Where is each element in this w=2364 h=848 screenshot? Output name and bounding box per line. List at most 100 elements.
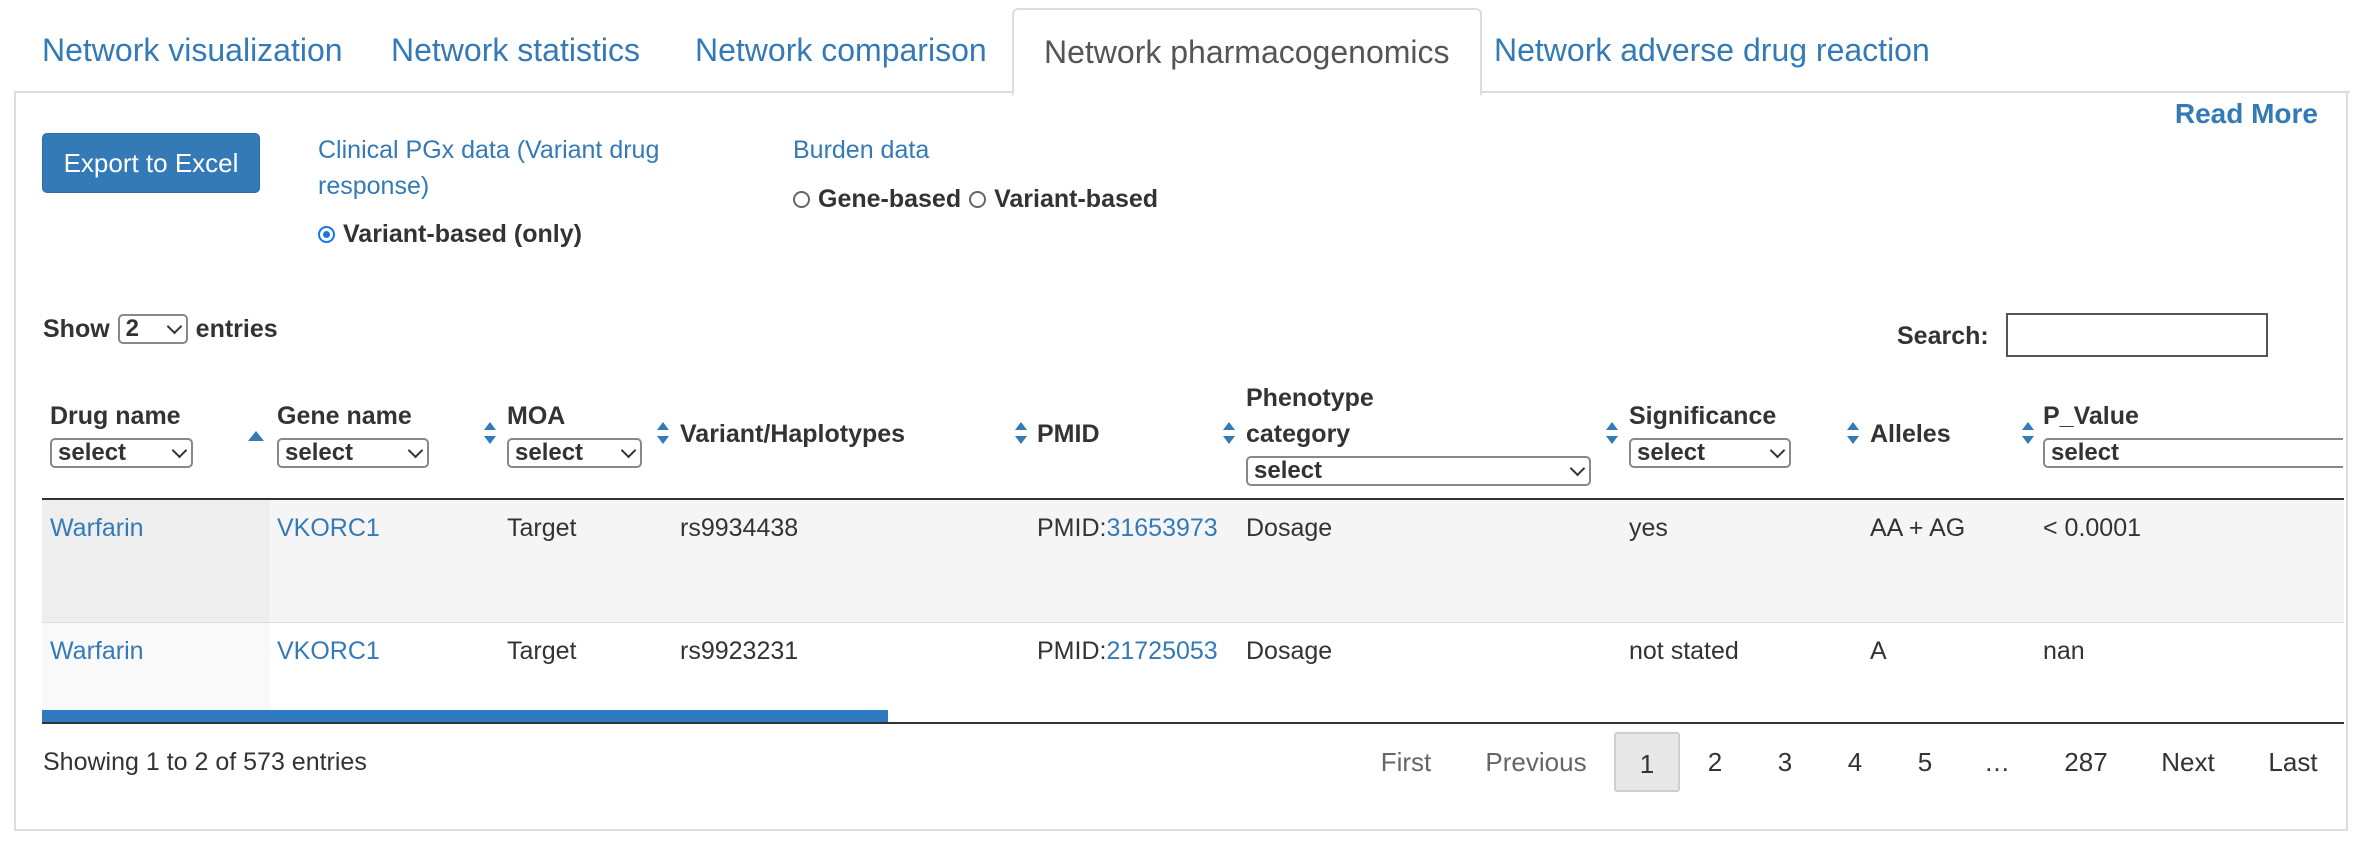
col-phenotype-title-line2: category xyxy=(1246,420,1351,448)
pagination-page-3[interactable]: 3 xyxy=(1777,747,1793,777)
col-moa[interactable]: MOA select xyxy=(507,398,642,470)
drug-link[interactable]: Warfarin xyxy=(50,637,144,665)
variant-based-radio[interactable] xyxy=(969,191,987,208)
gene-link[interactable]: VKORC1 xyxy=(277,637,380,665)
sort-icon[interactable] xyxy=(1014,422,1028,444)
entries-length-select[interactable]: 2 xyxy=(117,314,188,344)
drug-name-filter-value: select xyxy=(58,439,127,466)
variant-cell: rs9934438 xyxy=(680,514,799,542)
sort-icon[interactable] xyxy=(1222,422,1236,444)
col-alleles-title: Alleles xyxy=(1870,420,1951,448)
moa-cell: Target xyxy=(507,637,577,665)
clinical-pgx-label-line1: Clinical PGx data (Variant drug xyxy=(318,136,660,164)
col-significance-title: Significance xyxy=(1629,402,1777,430)
pmid-cell: PMID:21725053 xyxy=(1037,637,1218,666)
export-to-excel-button[interactable]: Export to Excel xyxy=(42,133,260,193)
col-alleles[interactable]: Alleles xyxy=(1870,416,1951,452)
pagination-first[interactable]: First xyxy=(1380,747,1432,777)
clinical-pgx-label: Clinical PGx data (Variant drug response… xyxy=(318,132,659,204)
p-value-cell: < 0.0001 xyxy=(2043,514,2142,542)
sort-icon[interactable] xyxy=(1846,422,1860,444)
table-row: Warfarin VKORC1 Target rs9934438 PMID:31… xyxy=(42,500,2344,622)
chevron-down-icon xyxy=(166,318,182,335)
col-phenotype-category[interactable]: Phenotype category select xyxy=(1246,380,1591,488)
clinical-pgx-label-line2: response) xyxy=(318,172,430,200)
tab-network-pharmacogenomics[interactable]: Network pharmacogenomics xyxy=(1012,8,1482,96)
horizontal-scrollbar-thumb[interactable] xyxy=(42,710,888,723)
sorted-column-cell xyxy=(42,500,270,622)
variant-based-only-radio[interactable] xyxy=(318,226,335,243)
p-value-filter-value: select xyxy=(2051,439,2120,466)
significance-filter-select[interactable]: select xyxy=(1629,438,1791,468)
search-label: Search: xyxy=(1897,322,1989,350)
chevron-down-icon xyxy=(407,442,424,459)
phenotype-cell: Dosage xyxy=(1246,514,1333,542)
tab-network-visualization[interactable]: Network visualization xyxy=(42,32,343,68)
col-moa-title: MOA xyxy=(507,402,566,430)
sort-asc-icon[interactable] xyxy=(248,424,264,446)
col-p-value-title: P_Value xyxy=(2043,402,2139,430)
moa-filter-select[interactable]: select xyxy=(507,438,642,468)
search-input[interactable] xyxy=(2006,313,2268,357)
phenotype-cell: Dosage xyxy=(1246,637,1333,665)
tab-network-comparison[interactable]: Network comparison xyxy=(695,32,987,68)
significance-cell: not stated xyxy=(1629,637,1739,665)
burden-data-label: Burden data xyxy=(793,136,930,164)
tab-network-statistics[interactable]: Network statistics xyxy=(391,32,640,68)
sort-icon[interactable] xyxy=(2021,422,2035,444)
pagination-last[interactable]: Last xyxy=(2268,747,2318,777)
row-divider xyxy=(42,622,2344,623)
pagination-page-287[interactable]: 287 xyxy=(2064,747,2108,777)
pagination-page-2[interactable]: 2 xyxy=(1707,747,1723,777)
col-variant-haplotypes[interactable]: Variant/Haplotypes xyxy=(680,416,905,452)
tab-bar: Network visualization Network statistics… xyxy=(0,0,2364,96)
pagination-page-1[interactable]: 1 xyxy=(1614,732,1680,792)
pagination-next[interactable]: Next xyxy=(2161,747,2215,777)
table-row: Warfarin VKORC1 Target rs9923231 PMID:21… xyxy=(42,623,2344,710)
pagination-ellipsis: … xyxy=(1984,747,2010,777)
phenotype-filter-select[interactable]: select xyxy=(1246,456,1591,486)
table-header xyxy=(42,376,2344,500)
entries-label: entries xyxy=(195,314,278,343)
entries-length-value: 2 xyxy=(125,315,140,342)
gene-based-radio[interactable] xyxy=(793,191,810,208)
pmid-link[interactable]: 21725053 xyxy=(1106,637,1218,665)
tab-panel xyxy=(14,91,2348,831)
p-value-cell: nan xyxy=(2043,637,2085,665)
pagination-page-5[interactable]: 5 xyxy=(1917,747,1933,777)
table-info: Showing 1 to 2 of 573 entries xyxy=(43,748,367,776)
drug-name-filter-select[interactable]: select xyxy=(50,438,193,468)
col-significance[interactable]: Significance select xyxy=(1629,398,1791,470)
read-more-link[interactable]: Read More xyxy=(2174,98,2318,129)
tab-network-adverse-drug-reaction[interactable]: Network adverse drug reaction xyxy=(1494,32,1930,68)
chevron-down-icon xyxy=(620,442,637,459)
col-p-value[interactable]: P_Value select xyxy=(2043,398,2343,470)
pmid-link[interactable]: 31653973 xyxy=(1106,514,1218,542)
gene-link[interactable]: VKORC1 xyxy=(277,514,380,542)
col-gene-name[interactable]: Gene name select xyxy=(277,398,429,470)
sort-icon[interactable] xyxy=(483,422,497,444)
pmid-cell: PMID:31653973 xyxy=(1037,514,1218,543)
col-drug-name[interactable]: Drug name select xyxy=(50,398,193,470)
moa-filter-value: select xyxy=(515,439,584,466)
sort-icon[interactable] xyxy=(1605,422,1619,444)
entries-length-control: Show 2 entries xyxy=(43,314,278,344)
p-value-filter-select[interactable]: select xyxy=(2043,438,2343,468)
col-pmid[interactable]: PMID xyxy=(1037,416,1100,452)
phenotype-filter-value: select xyxy=(1254,457,1323,484)
col-drug-name-title: Drug name xyxy=(50,402,181,430)
drug-link[interactable]: Warfarin xyxy=(50,514,144,542)
col-phenotype-title-line1: Phenotype xyxy=(1246,384,1374,412)
show-label: Show xyxy=(43,314,110,343)
gene-name-filter-select[interactable]: select xyxy=(277,438,429,468)
sort-icon[interactable] xyxy=(656,422,670,444)
alleles-cell: A xyxy=(1870,637,1887,665)
chevron-down-icon xyxy=(171,442,188,459)
pmid-prefix: PMID: xyxy=(1037,514,1107,542)
gene-based-label: Gene-based xyxy=(818,185,962,213)
col-gene-name-title: Gene name xyxy=(277,402,412,430)
variant-based-only-option[interactable]: Variant-based (only) xyxy=(318,220,582,249)
significance-cell: yes xyxy=(1629,514,1668,542)
pagination-previous[interactable]: Previous xyxy=(1485,747,1587,777)
pagination-page-4[interactable]: 4 xyxy=(1847,747,1863,777)
